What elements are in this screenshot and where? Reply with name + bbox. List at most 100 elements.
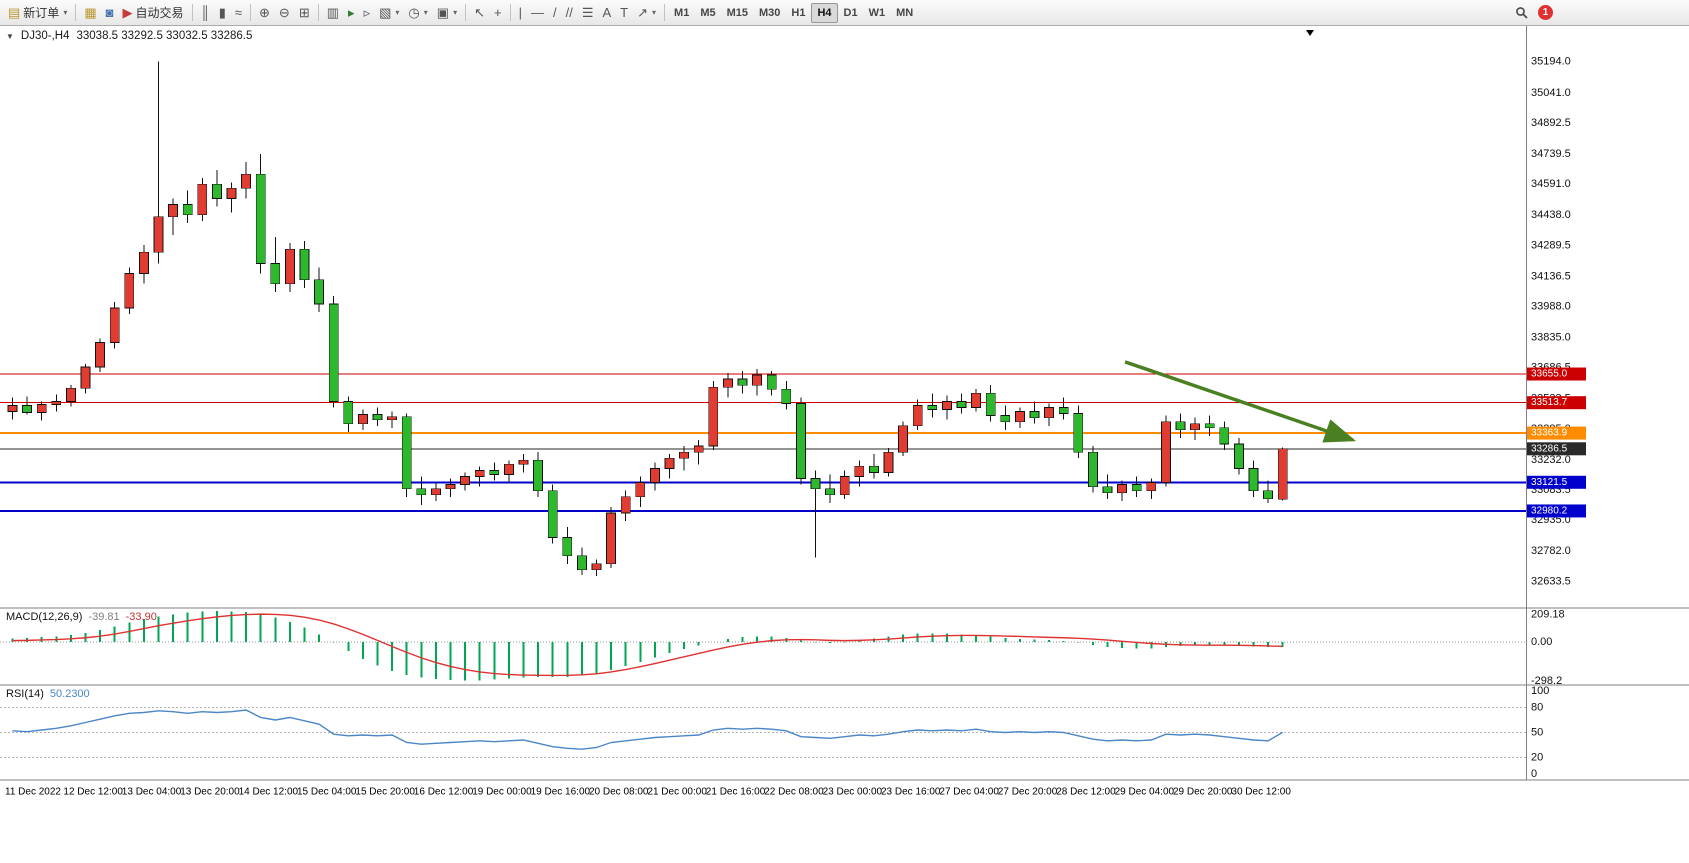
- timeframe-h1[interactable]: H1: [791, 6, 806, 19]
- level-lines: [0, 373, 1527, 512]
- candle: [343, 401, 354, 425]
- zoom-out-icon: ⊖: [278, 5, 290, 20]
- charts-button[interactable]: ▦: [80, 3, 100, 23]
- price-tag-33286.5: 33286.5: [1527, 442, 1586, 456]
- macd-panel[interactable]: [0, 611, 1527, 681]
- trend-arrow[interactable]: [1124, 360, 1357, 443]
- cursor-icon: ↖: [474, 5, 485, 20]
- timeframe-w1[interactable]: W1: [868, 6, 886, 19]
- candle: [212, 183, 222, 199]
- trendline-button[interactable]: /: [549, 3, 561, 23]
- rsi-axis-label: 50: [1531, 727, 1543, 739]
- candle: [387, 416, 397, 421]
- timeframe-d1[interactable]: D1: [843, 6, 858, 19]
- vertical-line-button[interactable]: |: [515, 3, 526, 23]
- arrows-button[interactable]: ↗ ▾: [633, 3, 660, 23]
- candle: [708, 386, 719, 447]
- date-axis-label: 22 Dec 08:00: [764, 787, 824, 798]
- toolbar-separator: [317, 4, 319, 21]
- candle: [1234, 443, 1244, 469]
- arrange-windows-button[interactable]: ▥: [323, 3, 343, 23]
- notification-badge[interactable]: 1: [1538, 5, 1553, 20]
- template-button[interactable]: ▣ ▾: [433, 3, 461, 23]
- profiles-button[interactable]: ◙: [102, 3, 118, 23]
- date-axis-label: 15 Dec 20:00: [355, 787, 415, 798]
- timeframe-h4[interactable]: H4: [811, 2, 838, 23]
- period-button[interactable]: ◷ ▾: [404, 3, 431, 23]
- scroll-position-marker[interactable]: [1306, 30, 1314, 36]
- candle: [869, 465, 879, 473]
- bar-chart-button[interactable]: ║: [197, 3, 214, 23]
- date-axis-label: 27 Dec 20:00: [998, 787, 1058, 798]
- candle: [241, 173, 251, 189]
- candle: [723, 378, 733, 388]
- crosshair-button[interactable]: +: [490, 3, 506, 23]
- template-icon: ▣: [436, 5, 450, 20]
- candle: [1248, 468, 1259, 492]
- symbol-dropdown-icon[interactable]: ▼: [6, 31, 14, 41]
- date-axis-label: 11 Dec 2022: [5, 787, 61, 798]
- candle: [1161, 421, 1171, 483]
- date-axis-label: 15 Dec 04:00: [297, 787, 357, 798]
- price-tag-33513.7: 33513.7: [1527, 396, 1586, 410]
- zoom-out-button[interactable]: ⊖: [275, 3, 294, 23]
- line-chart-button[interactable]: ≈: [231, 3, 246, 23]
- price-chart[interactable]: 35194.0 35041.0 34892.5 34739.5 34591.0 34438…: [0, 26, 1689, 863]
- tile-windows-button[interactable]: ⊞: [295, 3, 314, 23]
- svg-text:33363.9: 33363.9: [1531, 428, 1568, 439]
- candle: [1190, 423, 1200, 431]
- date-axis-label: 21 Dec 16:00: [706, 787, 766, 798]
- candle: [693, 445, 704, 453]
- fibonacci-button[interactable]: ☰: [578, 3, 598, 23]
- zoom-in-button[interactable]: ⊕: [255, 3, 274, 23]
- timeframe-mn[interactable]: MN: [896, 6, 914, 19]
- new-chart-button[interactable]: ▧ ▾: [375, 3, 403, 23]
- new-order-button[interactable]: ▤ 新订单 ▾: [4, 3, 71, 23]
- candle: [577, 555, 587, 571]
- candle: [898, 425, 908, 453]
- horizontal-line-button[interactable]: —: [527, 3, 548, 23]
- candle: [1015, 411, 1025, 423]
- date-axis-label: 20 Dec 08:00: [589, 787, 649, 798]
- candle: [883, 451, 894, 473]
- vertical-line-icon: |: [518, 5, 522, 20]
- channel-button[interactable]: //: [562, 3, 577, 23]
- candle: [109, 307, 120, 343]
- price-axis-label: 33988.0: [1531, 300, 1571, 312]
- candle: [1000, 415, 1011, 423]
- search-icon: [1516, 6, 1528, 19]
- panel-separators[interactable]: [0, 607, 1689, 781]
- text-button[interactable]: A: [598, 3, 615, 23]
- label-button[interactable]: T: [616, 3, 632, 23]
- price-tag-32980.2: 32980.2: [1527, 504, 1586, 518]
- autotrading-button[interactable]: ▶ 自动交易: [118, 3, 187, 23]
- candle: [197, 183, 208, 216]
- timeframe-m30[interactable]: M30: [759, 6, 781, 19]
- candle: [445, 484, 456, 490]
- tile-windows-icon: ⊞: [298, 5, 310, 20]
- price-scale[interactable]: 35194.0 35041.0 34892.5 34739.5 34591.0 34438…: [1526, 26, 1587, 780]
- search-button[interactable]: [1511, 3, 1533, 23]
- timeframe-m15[interactable]: M15: [726, 6, 748, 19]
- candlestick-button[interactable]: ▮: [215, 3, 230, 23]
- cursor-button[interactable]: ↖: [470, 3, 489, 23]
- rsi-axis-label: 0: [1531, 768, 1537, 780]
- chevron-down-icon: ▾: [423, 8, 428, 17]
- chart-area[interactable]: 35194.0 35041.0 34892.5 34739.5 34591.0 34438…: [0, 26, 1689, 863]
- chart-shift-icon: ▹: [363, 5, 371, 20]
- candle: [504, 463, 514, 475]
- candle: [460, 476, 470, 485]
- new-order-icon: ▤: [8, 5, 21, 20]
- rsi-panel[interactable]: [0, 707, 1527, 758]
- timeframe-m1[interactable]: M1: [674, 6, 690, 19]
- timeframe-m5[interactable]: M5: [700, 6, 716, 19]
- chart-shift-button[interactable]: ▹: [360, 3, 375, 23]
- candle: [314, 279, 324, 305]
- svg-text:32980.2: 32980.2: [1531, 505, 1568, 516]
- date-axis-label: 23 Dec 16:00: [881, 787, 941, 798]
- auto-scroll-button[interactable]: ▸: [344, 3, 359, 23]
- price-tag-33121.5: 33121.5: [1527, 475, 1586, 489]
- toolbar-separator: [465, 4, 467, 21]
